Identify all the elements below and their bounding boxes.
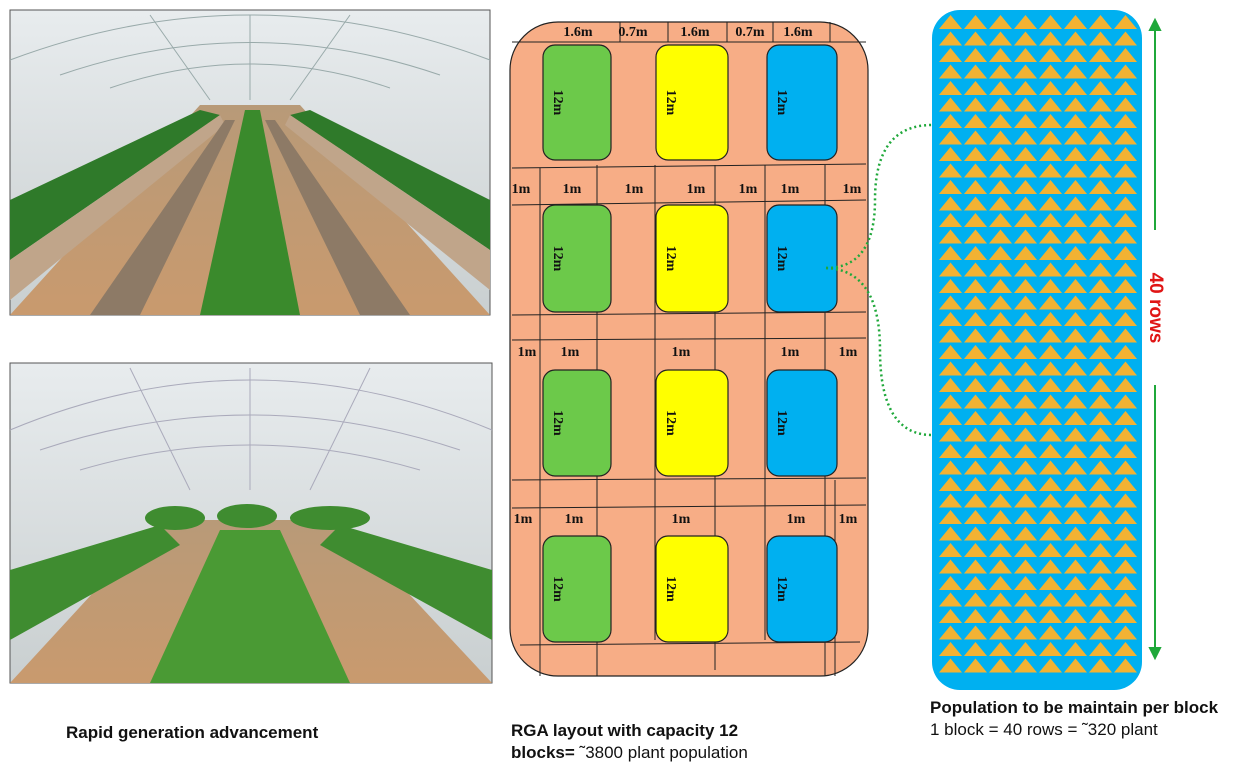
spacing-label: 1m [787,512,806,527]
caption-text: RGA layout with capacity 12 [511,721,738,740]
spacing-label: 1m [512,182,531,197]
spacing-label: 1m [672,345,691,360]
population-caption: Population to be maintain per block 1 bl… [930,697,1230,741]
layout-caption: RGA layout with capacity 12 blocks= ˜380… [511,720,748,764]
spacing-label: 1m [565,512,584,527]
spacing-label: 1m [781,182,800,197]
spacing-label: 1m [687,182,706,197]
caption-text: ˜3800 plant population [580,743,748,762]
width-label: 1.6m [680,25,710,40]
spacing-label: 1m [672,512,691,527]
block-length-label: 12m [550,90,565,116]
spacing-label: 1m [561,345,580,360]
spacing-label: 1m [839,512,858,527]
block-length-label: 12m [550,576,565,602]
spacing-label: 1m [625,182,644,197]
block-length-label: 12m [774,576,789,602]
spacing-label: 1m [843,182,862,197]
block-length-label: 12m [663,576,678,602]
page: 1.6m 0.7m 1.6m 0.7m 1.6m 12m 12m 12m 12m 12m 12m 12… [0,0,1246,775]
spacing-label: 1m [563,182,582,197]
photo-caption: Rapid generation advancement [66,722,318,744]
caption-text: blocks= [511,743,575,762]
greenhouse-photo [10,363,492,683]
block-length-label: 12m [774,246,789,272]
caption-text: Population to be maintain per block [930,698,1218,717]
spacing-label: 1m [839,345,858,360]
spacing-label: 1m [781,345,800,360]
width-label: 0.7m [618,25,648,40]
caption-text: Rapid generation advancement [66,723,318,742]
population-block [932,10,1142,690]
spacing-label: 1m [514,512,533,527]
rga-layout: 1.6m 0.7m 1.6m 0.7m 1.6m 12m 12m 12m 12m 12m 12m 12… [510,22,868,676]
block-length-label: 12m [550,410,565,436]
block-length-label: 12m [774,410,789,436]
block-length-label: 12m [774,90,789,116]
rows-label: 40 rows [1145,273,1166,344]
width-label: 1.6m [563,25,593,40]
spacing-label: 1m [518,345,537,360]
width-label: 0.7m [735,25,765,40]
block-length-label: 12m [663,410,678,436]
block-length-label: 12m [663,246,678,272]
width-label: 1.6m [783,25,813,40]
greenhouse-photo [10,10,490,315]
block-length-label: 12m [550,246,565,272]
spacing-label: 1m [739,182,758,197]
block-length-label: 12m [663,90,678,116]
caption-text: 1 block = 40 rows = ˜320 plant [930,720,1158,739]
figure: 1.6m 0.7m 1.6m 0.7m 1.6m 12m 12m 12m 12m 12m 12m 12… [0,0,1246,700]
